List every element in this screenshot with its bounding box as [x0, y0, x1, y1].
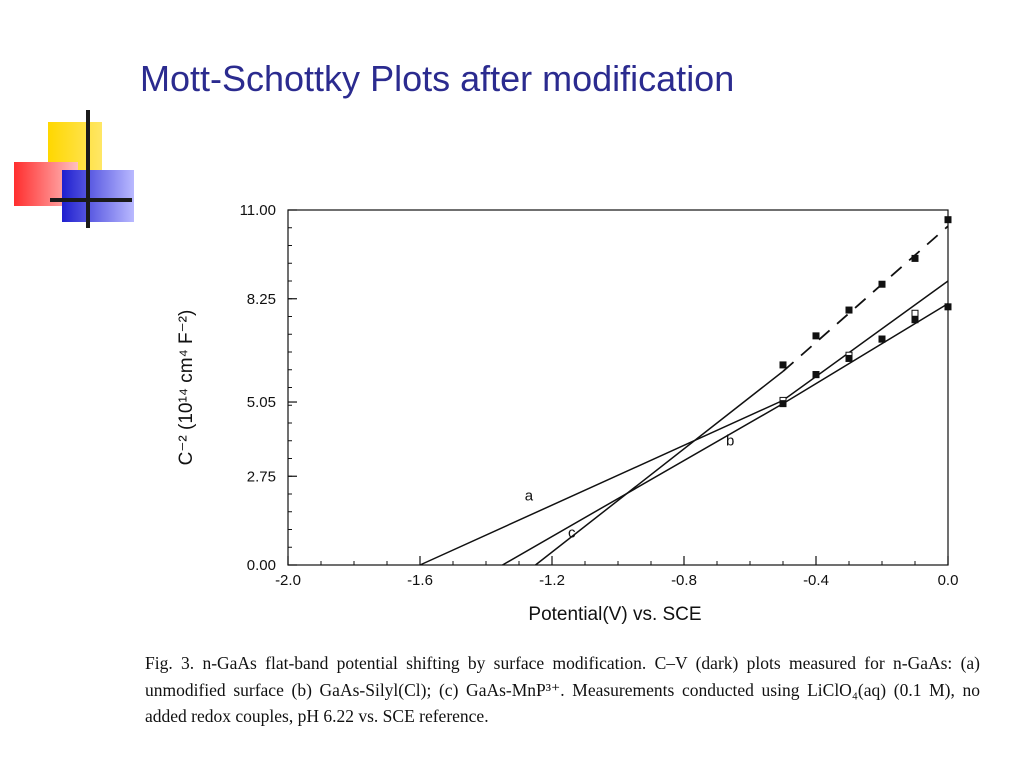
- y-tick-label: 0.00: [247, 557, 276, 574]
- figure-caption: Fig. 3. n-GaAs flat-band potential shift…: [145, 650, 980, 730]
- y-tick-label: 5.05: [247, 394, 276, 411]
- x-tick-label: -2.0: [275, 572, 301, 589]
- y-tick-label: 8.25: [247, 291, 276, 308]
- data-point-c: [878, 280, 886, 288]
- blue-square: [62, 170, 134, 222]
- plot-frame: [287, 209, 949, 566]
- data-point-b: [845, 354, 853, 362]
- horizontal-line: [50, 198, 132, 202]
- data-point-b: [878, 335, 886, 343]
- data-point-c: [845, 306, 853, 314]
- series-line-c: [535, 370, 784, 566]
- data-point-c: [911, 254, 919, 262]
- y-tick-label: 11.00: [240, 202, 276, 219]
- series-line-a: [419, 280, 949, 566]
- x-tick-label: -1.2: [539, 572, 565, 589]
- data-point-c: [779, 361, 787, 369]
- caption-text: n-GaAs flat-band potential shifting by s…: [145, 653, 980, 726]
- caption-fig-label: Fig. 3.: [145, 653, 195, 673]
- series-label-a: a: [525, 487, 534, 504]
- decorative-squares-logo: [0, 100, 150, 240]
- vertical-line: [86, 110, 90, 228]
- data-point-b: [944, 303, 952, 311]
- x-tick-label: -0.4: [803, 572, 829, 589]
- slide-title: Mott-Schottky Plots after modification: [140, 58, 735, 99]
- series-label-c: c: [568, 525, 576, 542]
- y-axis-label-group: C⁻² (10¹⁴ cm⁴ F⁻²): [176, 310, 197, 466]
- plot-area: -2.0 -1.6 -1.2 -0.8 -0.4 0.0 0.00 2.75 5.05 8.25 1…: [240, 202, 959, 589]
- data-point-b: [911, 316, 919, 324]
- data-point-a: [911, 309, 919, 317]
- data-point-c: [944, 216, 952, 224]
- data-point-b: [779, 400, 787, 408]
- x-axis-label: Potential(V) vs. SCE: [528, 604, 701, 625]
- x-tick-label: -0.8: [671, 572, 697, 589]
- y-axis-label: C⁻² (10¹⁴ cm⁴ F⁻²): [176, 310, 197, 466]
- x-tick-label: -1.6: [407, 572, 433, 589]
- mott-schottky-chart: C⁻² (10¹⁴ cm⁴ F⁻²) -2.0 -1.6 -1.2 -0.8 -0.4 0…: [176, 202, 959, 625]
- data-point-c: [812, 332, 820, 340]
- series-label-b: b: [726, 433, 734, 450]
- series-dashed-c: [782, 225, 949, 373]
- data-point-b: [812, 371, 820, 379]
- y-tick-label: 2.75: [247, 468, 276, 485]
- x-tick-label: 0.0: [938, 572, 959, 589]
